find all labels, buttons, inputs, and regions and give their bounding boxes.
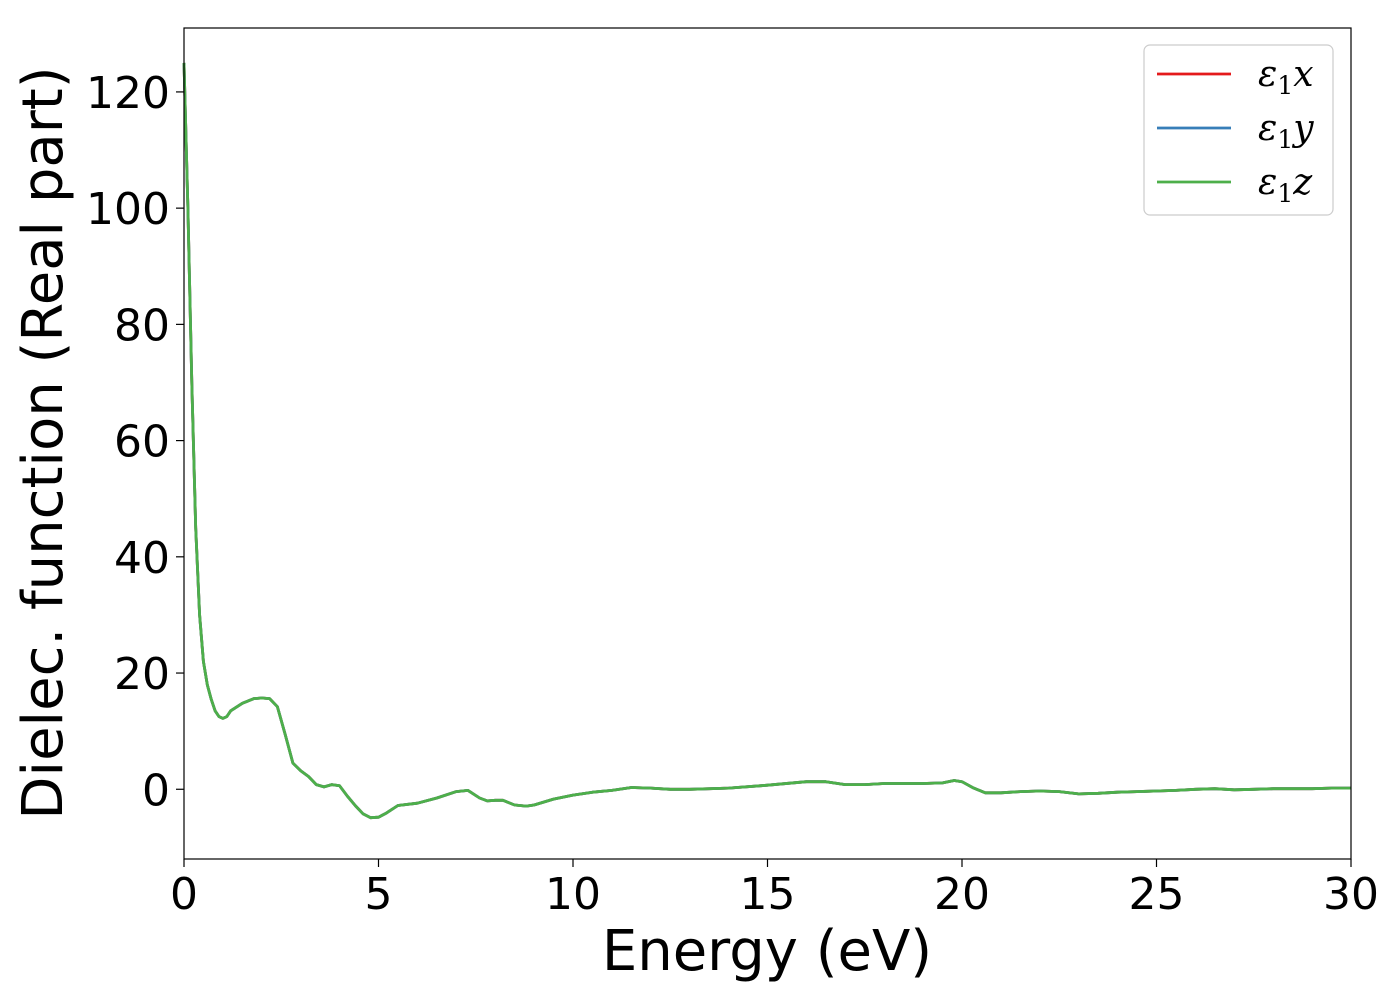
x-tick-label: 20 xyxy=(934,869,990,920)
x-tick-label: 10 xyxy=(545,869,601,920)
legend: ε1x ε1y ε1z xyxy=(1143,44,1334,216)
y-tick-label: 20 xyxy=(114,649,170,700)
legend-label: ε1y xyxy=(1258,108,1314,154)
y-axis: 0 20 40 60 80 100 120 xyxy=(86,68,184,816)
legend-label: ε1z xyxy=(1258,162,1313,208)
x-tick-label: 15 xyxy=(740,869,796,920)
y-axis-label: Dielec. function (Real part) xyxy=(11,66,76,819)
x-tick-label: 25 xyxy=(1129,869,1185,920)
x-axis: 0 5 10 15 20 25 30 xyxy=(170,859,1379,920)
y-tick-label: 40 xyxy=(114,533,170,584)
y-tick-label: 100 xyxy=(86,184,170,235)
y-tick-label: 120 xyxy=(86,68,170,119)
x-tick-label: 5 xyxy=(365,869,393,920)
x-axis-label: Energy (eV) xyxy=(602,919,932,984)
y-tick-label: 0 xyxy=(142,765,170,816)
series-layer xyxy=(182,62,1351,820)
y-tick-label: 60 xyxy=(114,417,170,468)
y-tick-label: 80 xyxy=(114,300,170,351)
legend-box xyxy=(1143,44,1334,216)
x-tick-label: 30 xyxy=(1323,869,1379,920)
x-tick-label: 0 xyxy=(170,869,198,920)
legend-label: ε1x xyxy=(1258,54,1314,100)
series-line-3 xyxy=(182,62,1351,820)
